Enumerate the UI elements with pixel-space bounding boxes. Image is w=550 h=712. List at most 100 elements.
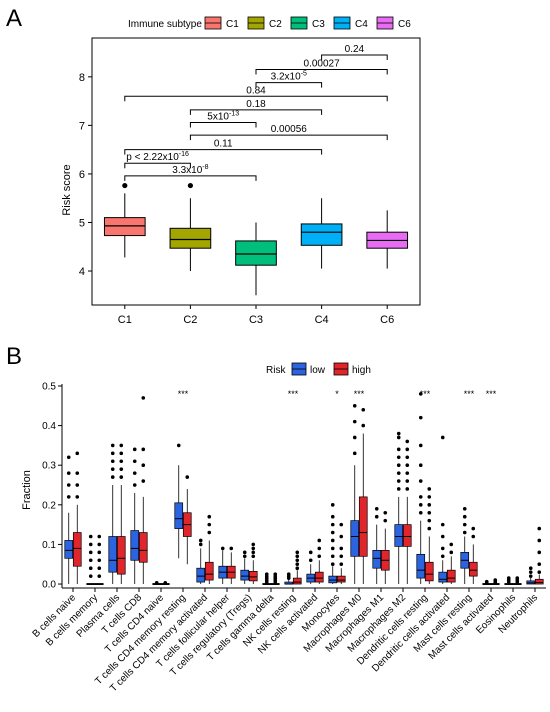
y-tick-label: 0.4 [42, 421, 56, 432]
comparison-p-value: 0.84 [246, 85, 266, 96]
significance-label: * [335, 389, 339, 399]
x-tick-label: C6 [380, 314, 394, 326]
significance-label: *** [178, 389, 189, 399]
outlier-point [374, 514, 379, 519]
outlier-point [440, 554, 445, 559]
outlier-point [220, 546, 225, 551]
outlier-point [154, 581, 159, 585]
outlier-point [295, 562, 300, 567]
comparison-bracket [189, 134, 388, 141]
outlier-point [471, 534, 476, 539]
box-high [424, 561, 434, 582]
x-tick-label: C3 [249, 314, 263, 326]
box-high [314, 571, 324, 583]
outlier-point [207, 530, 212, 535]
box-low [240, 569, 250, 581]
outlier-point [396, 479, 401, 483]
outlier-point [264, 572, 269, 576]
outlier-point [471, 526, 476, 531]
y-tick-label: 0.0 [42, 580, 56, 591]
y-tick-label: 4 [79, 266, 85, 278]
outlier-point [462, 514, 467, 519]
outlier-point [352, 403, 357, 408]
outlier-point [396, 431, 401, 436]
outlier-point [132, 447, 137, 452]
outlier-point [308, 558, 313, 563]
outlier-point [418, 415, 423, 420]
outlier-point [119, 451, 124, 456]
significance-label: *** [464, 389, 475, 399]
outlier-point [515, 576, 520, 580]
comparison-p-value: 0.00027 [304, 59, 341, 70]
box-low [108, 536, 118, 573]
box-high [534, 578, 544, 585]
outlier-point [383, 518, 388, 523]
outlier-point [440, 546, 445, 551]
significance-label: *** [288, 389, 299, 399]
outlier-point [141, 396, 146, 400]
outlier-point [418, 392, 423, 396]
outlier-point [286, 572, 291, 576]
outlier-point [418, 443, 423, 448]
outlier-point [537, 526, 542, 531]
outlier-point [97, 566, 102, 570]
outlier-point [418, 503, 423, 507]
outlier-point [141, 463, 146, 468]
outlier-point [141, 447, 146, 452]
outlier-point [66, 455, 71, 460]
outlier-point [88, 558, 93, 563]
outlier-point [418, 510, 423, 515]
outlier-point [396, 471, 401, 475]
comparison-p-value: 5x10-13 [207, 110, 239, 122]
box-high [446, 569, 456, 583]
outlier-point [383, 510, 388, 515]
outlier-point [427, 510, 432, 515]
y-tick-label: 0.3 [42, 461, 56, 472]
outlier-point [396, 435, 401, 440]
outlier-point [361, 423, 366, 428]
outlier-point [537, 538, 542, 543]
outlier-point [75, 451, 80, 456]
outlier-point [449, 542, 454, 547]
box-high [358, 496, 368, 557]
outlier-point [97, 574, 102, 578]
comparison-bracket [124, 175, 257, 181]
outlier-point [295, 566, 300, 570]
outlier-point [449, 550, 454, 555]
comparison-bracket [321, 54, 388, 60]
y-tick-label: 5 [79, 217, 85, 229]
outlier-point [88, 566, 93, 570]
outlier-point [506, 576, 511, 580]
outlier-point [440, 522, 445, 527]
box-high [138, 532, 148, 563]
comparison-p-value: 0.18 [246, 99, 266, 110]
outlier-point [75, 483, 80, 487]
outlier-point [330, 522, 335, 527]
outlier-point [88, 550, 93, 555]
outlier-point [110, 443, 115, 448]
comparison-bracket [124, 149, 323, 155]
outlier-point [187, 182, 193, 189]
outlier-point [97, 534, 102, 539]
outlier-point [339, 534, 344, 539]
outlier-point [88, 534, 93, 539]
outlier-point [207, 522, 212, 527]
outlier-point [330, 562, 335, 567]
comparison-bracket [255, 69, 388, 75]
outlier-point [163, 581, 168, 585]
outlier-point [317, 538, 322, 543]
panel-a-plot: 4 5 6 7 8 C1 C2 C3 C4 C6 3.3x10-8p < 2.22x10-16 0.1… [79, 37, 421, 326]
legend-label: C2 [269, 19, 282, 30]
outlier-point [251, 546, 256, 551]
outlier-point [330, 554, 335, 559]
box-low [328, 575, 338, 584]
outlier-point [528, 570, 533, 574]
panel-a-legend: Immune subtype C1 C2 C3 C4 C6 [128, 16, 411, 30]
outlier-point [229, 546, 234, 551]
panel-a-y-axis-title: Risk score [61, 164, 73, 215]
outlier-point [339, 546, 344, 551]
outlier-point [132, 483, 137, 487]
box-low [350, 520, 360, 557]
outlier-point [493, 578, 498, 582]
outlier-point [251, 554, 256, 559]
